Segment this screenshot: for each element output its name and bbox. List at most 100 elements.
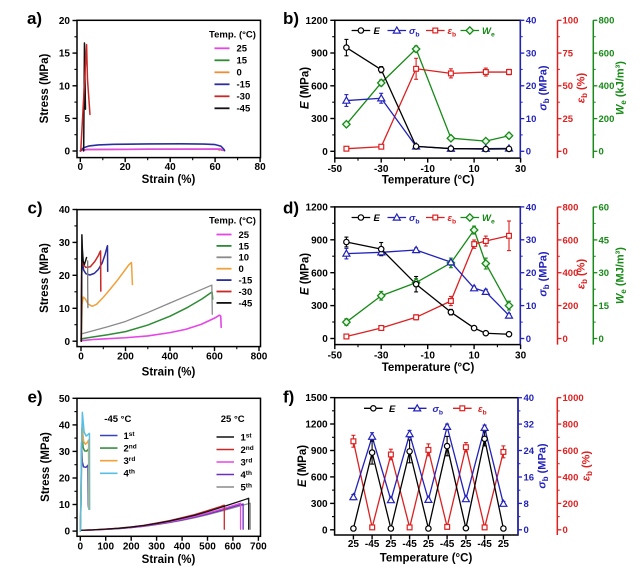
svg-text:30: 30 [599, 268, 610, 279]
svg-text:800: 800 [251, 352, 268, 363]
svg-text:εb: εb [448, 26, 457, 39]
svg-text:25: 25 [385, 539, 397, 550]
svg-text:600: 600 [563, 446, 579, 457]
svg-text:10: 10 [59, 500, 71, 511]
svg-text:30: 30 [515, 351, 527, 362]
svg-text:30: 30 [515, 164, 527, 175]
svg-text:20: 20 [526, 81, 537, 92]
svg-text:Temperature (°C): Temperature (°C) [380, 553, 473, 565]
svg-text:0: 0 [563, 147, 568, 158]
svg-text:0: 0 [322, 147, 328, 158]
svg-text:εb (%): εb (%) [576, 73, 590, 104]
svg-text:25: 25 [348, 539, 360, 550]
svg-text:800: 800 [563, 420, 579, 431]
svg-text:5: 5 [64, 114, 70, 125]
svg-text:σb: σb [433, 404, 443, 417]
svg-text:40: 40 [526, 16, 537, 27]
svg-text:700: 700 [250, 542, 267, 553]
svg-text:σb (MPa): σb (MPa) [537, 443, 551, 488]
svg-text:E: E [374, 26, 381, 37]
svg-text:20: 20 [59, 474, 71, 485]
svg-text:30: 30 [526, 49, 537, 60]
svg-text:Stress (MPa): Stress (MPa) [40, 432, 52, 502]
svg-text:-50: -50 [328, 351, 343, 362]
svg-text:0: 0 [526, 147, 531, 158]
svg-text:600: 600 [599, 49, 615, 60]
svg-text:3rd: 3rd [124, 456, 136, 467]
svg-text:-45: -45 [402, 539, 417, 550]
svg-text:0: 0 [64, 147, 70, 158]
svg-text:εb (%): εb (%) [576, 259, 590, 290]
svg-text:30: 30 [59, 447, 71, 458]
svg-text:300: 300 [311, 301, 328, 312]
svg-text:25: 25 [460, 539, 472, 550]
svg-text:75: 75 [563, 49, 574, 60]
svg-text:10: 10 [526, 301, 537, 312]
svg-text:600: 600 [563, 235, 579, 246]
svg-text:Strain (%): Strain (%) [142, 174, 196, 186]
svg-text:16: 16 [524, 472, 535, 483]
svg-text:0: 0 [239, 264, 244, 275]
svg-text:500: 500 [199, 542, 216, 553]
svg-text:1500: 1500 [305, 393, 328, 404]
svg-text:0: 0 [322, 525, 328, 536]
svg-text:0: 0 [78, 542, 84, 553]
svg-text:25 °C: 25 °C [221, 414, 245, 425]
svg-text:4th: 4th [124, 469, 135, 480]
svg-text:30: 30 [526, 235, 537, 246]
svg-text:400: 400 [599, 81, 615, 92]
svg-text:20: 20 [59, 16, 71, 27]
svg-text:-50: -50 [328, 164, 343, 175]
svg-text:-30: -30 [237, 92, 251, 103]
svg-text:32: 32 [524, 420, 535, 431]
svg-text:We (kJ/m³): We (kJ/m³) [615, 61, 629, 115]
svg-text:100: 100 [563, 16, 579, 27]
svg-text:Temp. (°C): Temp. (°C) [209, 216, 256, 227]
svg-text:200: 200 [563, 499, 579, 510]
svg-text:E: E [374, 213, 381, 224]
svg-text:2nd: 2nd [124, 444, 137, 455]
svg-text:100: 100 [97, 542, 114, 553]
svg-text:σb (MPa): σb (MPa) [538, 251, 552, 296]
svg-text:-10: -10 [420, 164, 435, 175]
svg-text:0: 0 [526, 334, 531, 345]
svg-text:1000: 1000 [563, 393, 584, 404]
svg-text:d): d) [283, 199, 299, 218]
svg-text:600: 600 [225, 542, 242, 553]
svg-text:0: 0 [64, 337, 70, 348]
svg-text:25: 25 [237, 44, 248, 55]
svg-text:-45: -45 [239, 298, 253, 309]
svg-text:600: 600 [311, 268, 328, 279]
svg-text:f): f) [283, 388, 294, 407]
svg-text:0: 0 [78, 162, 84, 173]
svg-text:80: 80 [255, 162, 267, 173]
svg-text:20: 20 [59, 271, 71, 282]
svg-text:Strain (%): Strain (%) [142, 367, 196, 379]
svg-text:b): b) [283, 9, 299, 28]
svg-text:10: 10 [59, 304, 71, 315]
svg-text:600: 600 [311, 473, 328, 484]
svg-text:a): a) [27, 9, 42, 28]
svg-text:We: We [482, 26, 495, 39]
svg-text:1st: 1st [124, 431, 136, 442]
svg-text:25: 25 [498, 539, 510, 550]
svg-text:400: 400 [563, 472, 579, 483]
svg-text:-45: -45 [365, 539, 380, 550]
svg-text:40: 40 [524, 393, 535, 404]
svg-text:800: 800 [599, 16, 615, 27]
svg-text:30: 30 [59, 238, 71, 249]
svg-text:Temperature (°C): Temperature (°C) [382, 175, 475, 187]
svg-text:-10: -10 [420, 351, 435, 362]
svg-text:Temp. (°C): Temp. (°C) [209, 30, 256, 41]
svg-text:σb: σb [409, 213, 419, 226]
svg-text:εb (%): εb (%) [581, 451, 595, 482]
svg-text:Stress (MPa): Stress (MPa) [39, 54, 51, 124]
svg-text:E: E [389, 404, 396, 415]
svg-text:Temperature (°C): Temperature (°C) [382, 362, 475, 374]
svg-text:400: 400 [162, 352, 179, 363]
svg-text:900: 900 [311, 446, 328, 457]
svg-text:-30: -30 [374, 164, 389, 175]
svg-text:300: 300 [148, 542, 165, 553]
svg-text:50: 50 [563, 81, 574, 92]
svg-text:50: 50 [59, 394, 71, 405]
